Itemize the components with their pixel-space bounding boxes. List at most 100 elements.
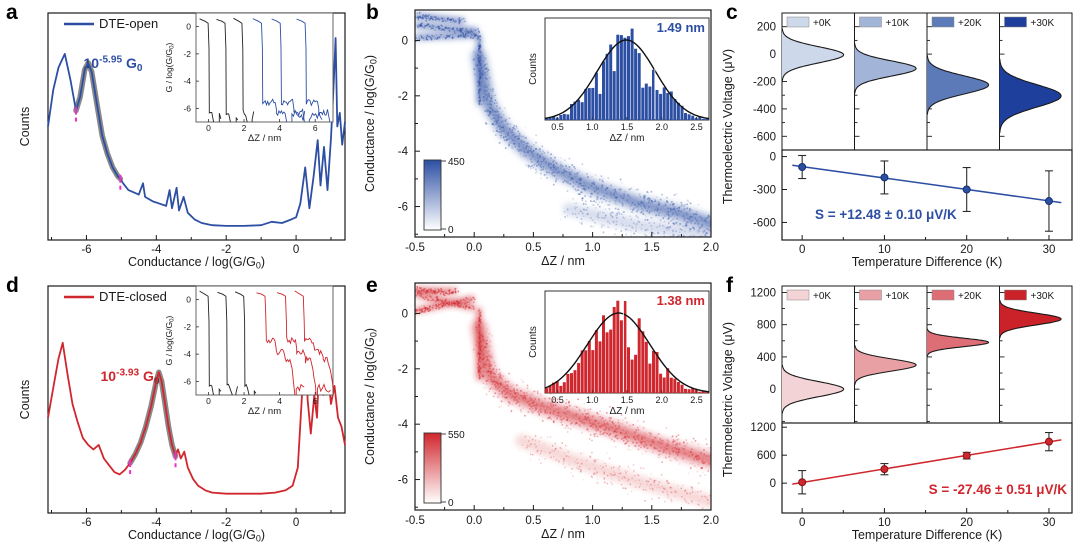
svg-text:DTE-closed: DTE-closed [99, 289, 167, 304]
svg-text:Temperature Difference (K): Temperature Difference (K) [852, 528, 1003, 542]
svg-text:0.5: 0.5 [525, 515, 541, 527]
svg-text:1.49 nm: 1.49 nm [657, 20, 705, 35]
svg-text:10: 10 [878, 517, 891, 529]
svg-text:0.5: 0.5 [525, 242, 541, 254]
svg-text:0: 0 [770, 152, 776, 164]
svg-text:Temperature Difference (K): Temperature Difference (K) [852, 255, 1003, 269]
svg-text:600: 600 [757, 450, 776, 462]
svg-text:-2: -2 [221, 244, 231, 256]
svg-text:550: 550 [448, 430, 465, 441]
svg-text:-0.5: -0.5 [405, 515, 425, 527]
svg-text:450: 450 [448, 157, 465, 168]
svg-text:+10K: +10K [886, 291, 910, 302]
svg-text:S = +12.48 ± 0.10 μV/K: S = +12.48 ± 0.10 μV/K [815, 207, 957, 222]
svg-text:-0.5: -0.5 [405, 242, 425, 254]
svg-text:Counts: Counts [18, 107, 32, 147]
svg-text:+0K: +0K [813, 18, 831, 29]
svg-text:-600: -600 [753, 217, 776, 229]
panel-a-plot: -6 -4 -2 0 Conductance / log(G/G0) Counts DTE-… [18, 12, 346, 271]
svg-text:ΔZ / nm: ΔZ / nm [609, 406, 644, 417]
svg-text:0: 0 [186, 22, 191, 32]
svg-text:-6: -6 [81, 517, 91, 529]
svg-text:-4: -4 [183, 349, 191, 359]
svg-text:0: 0 [293, 244, 299, 256]
svg-text:Thermoelectric Voltage (μV): Thermoelectric Voltage (μV) [721, 49, 735, 204]
svg-text:-2: -2 [398, 364, 408, 376]
panel-letter-b: b [366, 1, 379, 24]
svg-text:Counts: Counts [18, 380, 32, 420]
svg-text:30: 30 [1043, 517, 1056, 529]
svg-text:-4: -4 [398, 146, 409, 158]
svg-text:0: 0 [799, 517, 805, 529]
svg-text:2.5: 2.5 [690, 122, 703, 132]
svg-text:0.0: 0.0 [466, 515, 482, 527]
svg-text:-2: -2 [183, 49, 191, 59]
svg-text:+10K: +10K [886, 18, 910, 29]
svg-text:0: 0 [770, 478, 776, 490]
svg-text:-2: -2 [183, 322, 191, 332]
svg-text:0.5: 0.5 [551, 395, 564, 405]
svg-text:0: 0 [799, 244, 805, 256]
svg-text:-6: -6 [398, 475, 408, 487]
svg-text:-6: -6 [81, 244, 91, 256]
svg-text:2.0: 2.0 [703, 515, 719, 527]
svg-text:0: 0 [186, 295, 191, 305]
svg-text:+20K: +20K [958, 291, 982, 302]
svg-text:2.0: 2.0 [655, 395, 668, 405]
svg-text:2.0: 2.0 [703, 242, 719, 254]
panel-a: a -6 -4 -2 0 Conductance / log(G/G0) Counts DT… [0, 0, 360, 273]
svg-text:0: 0 [448, 498, 454, 509]
svg-text:0: 0 [402, 308, 408, 320]
svg-text:Counts: Counts [528, 326, 539, 358]
svg-text:0: 0 [402, 35, 408, 47]
svg-text:1.0: 1.0 [585, 515, 601, 527]
svg-text:200: 200 [757, 22, 776, 34]
svg-text:0: 0 [448, 225, 454, 236]
svg-text:6: 6 [313, 396, 318, 406]
svg-text:DTE-open: DTE-open [99, 16, 158, 31]
panel-letter-f: f [726, 274, 733, 297]
panel-letter-a: a [6, 1, 18, 24]
panel-letter-d: d [6, 274, 19, 297]
svg-text:1.5: 1.5 [621, 122, 634, 132]
panel-b: b -0.5 0.0 0.5 1.0 1.5 2.0 0 -2 -4 -6 ΔZ / nm Condu… [360, 0, 720, 273]
svg-text:400: 400 [757, 352, 776, 364]
svg-text:4: 4 [277, 396, 282, 406]
panel-letter-e: e [366, 274, 378, 297]
svg-text:-4: -4 [183, 76, 191, 86]
svg-text:1.38 nm: 1.38 nm [657, 293, 705, 308]
svg-text:1.0: 1.0 [585, 242, 601, 254]
panel-c: c +0K +10K +20K +30K 200 0 -200 -400 -600 0 -300 -6… [720, 0, 1080, 273]
svg-text:0: 0 [770, 49, 776, 61]
svg-text:-2: -2 [221, 517, 231, 529]
svg-text:ΔZ / nm: ΔZ / nm [248, 406, 281, 417]
svg-text:Thermoelectric Voltage (μV): Thermoelectric Voltage (μV) [721, 322, 735, 477]
svg-text:0: 0 [770, 384, 776, 396]
svg-text:0.5: 0.5 [551, 122, 564, 132]
svg-text:0: 0 [293, 517, 299, 529]
svg-text:-600: -600 [753, 131, 776, 143]
svg-text:S = -27.46 ± 0.51 μV/K: S = -27.46 ± 0.51 μV/K [929, 482, 1068, 497]
panel-d-plot: -6 -4 -2 0 Conductance / log(G/G0) Counts DTE-… [18, 285, 346, 544]
svg-text:1.5: 1.5 [621, 395, 634, 405]
svg-text:+30K: +30K [1031, 291, 1055, 302]
svg-text:G / log(G/G0): G / log(G/G0) [164, 42, 176, 92]
svg-text:6: 6 [313, 123, 318, 133]
panel-d: d -6 -4 -2 0 Conductance / log(G/G0) Counts DT… [0, 273, 360, 546]
panel-c-plot: +0K +10K +20K +30K2000-200-400-6000-300-600… [721, 12, 1073, 269]
svg-text:-400: -400 [753, 104, 776, 116]
svg-text:4: 4 [277, 123, 282, 133]
svg-text:1.5: 1.5 [644, 242, 660, 254]
svg-text:G / log(G/G0): G / log(G/G0) [164, 315, 176, 365]
svg-text:Conductance / log(G/G0): Conductance / log(G/G0) [363, 328, 379, 465]
svg-text:1.0: 1.0 [586, 122, 599, 132]
svg-text:1200: 1200 [750, 287, 776, 299]
panel-letter-c: c [726, 1, 738, 24]
svg-text:-4: -4 [151, 517, 162, 529]
svg-text:800: 800 [757, 320, 776, 332]
svg-text:-6: -6 [183, 103, 191, 113]
svg-text:0: 0 [206, 123, 211, 133]
svg-text:10: 10 [878, 244, 891, 256]
svg-text:+30K: +30K [1031, 18, 1055, 29]
